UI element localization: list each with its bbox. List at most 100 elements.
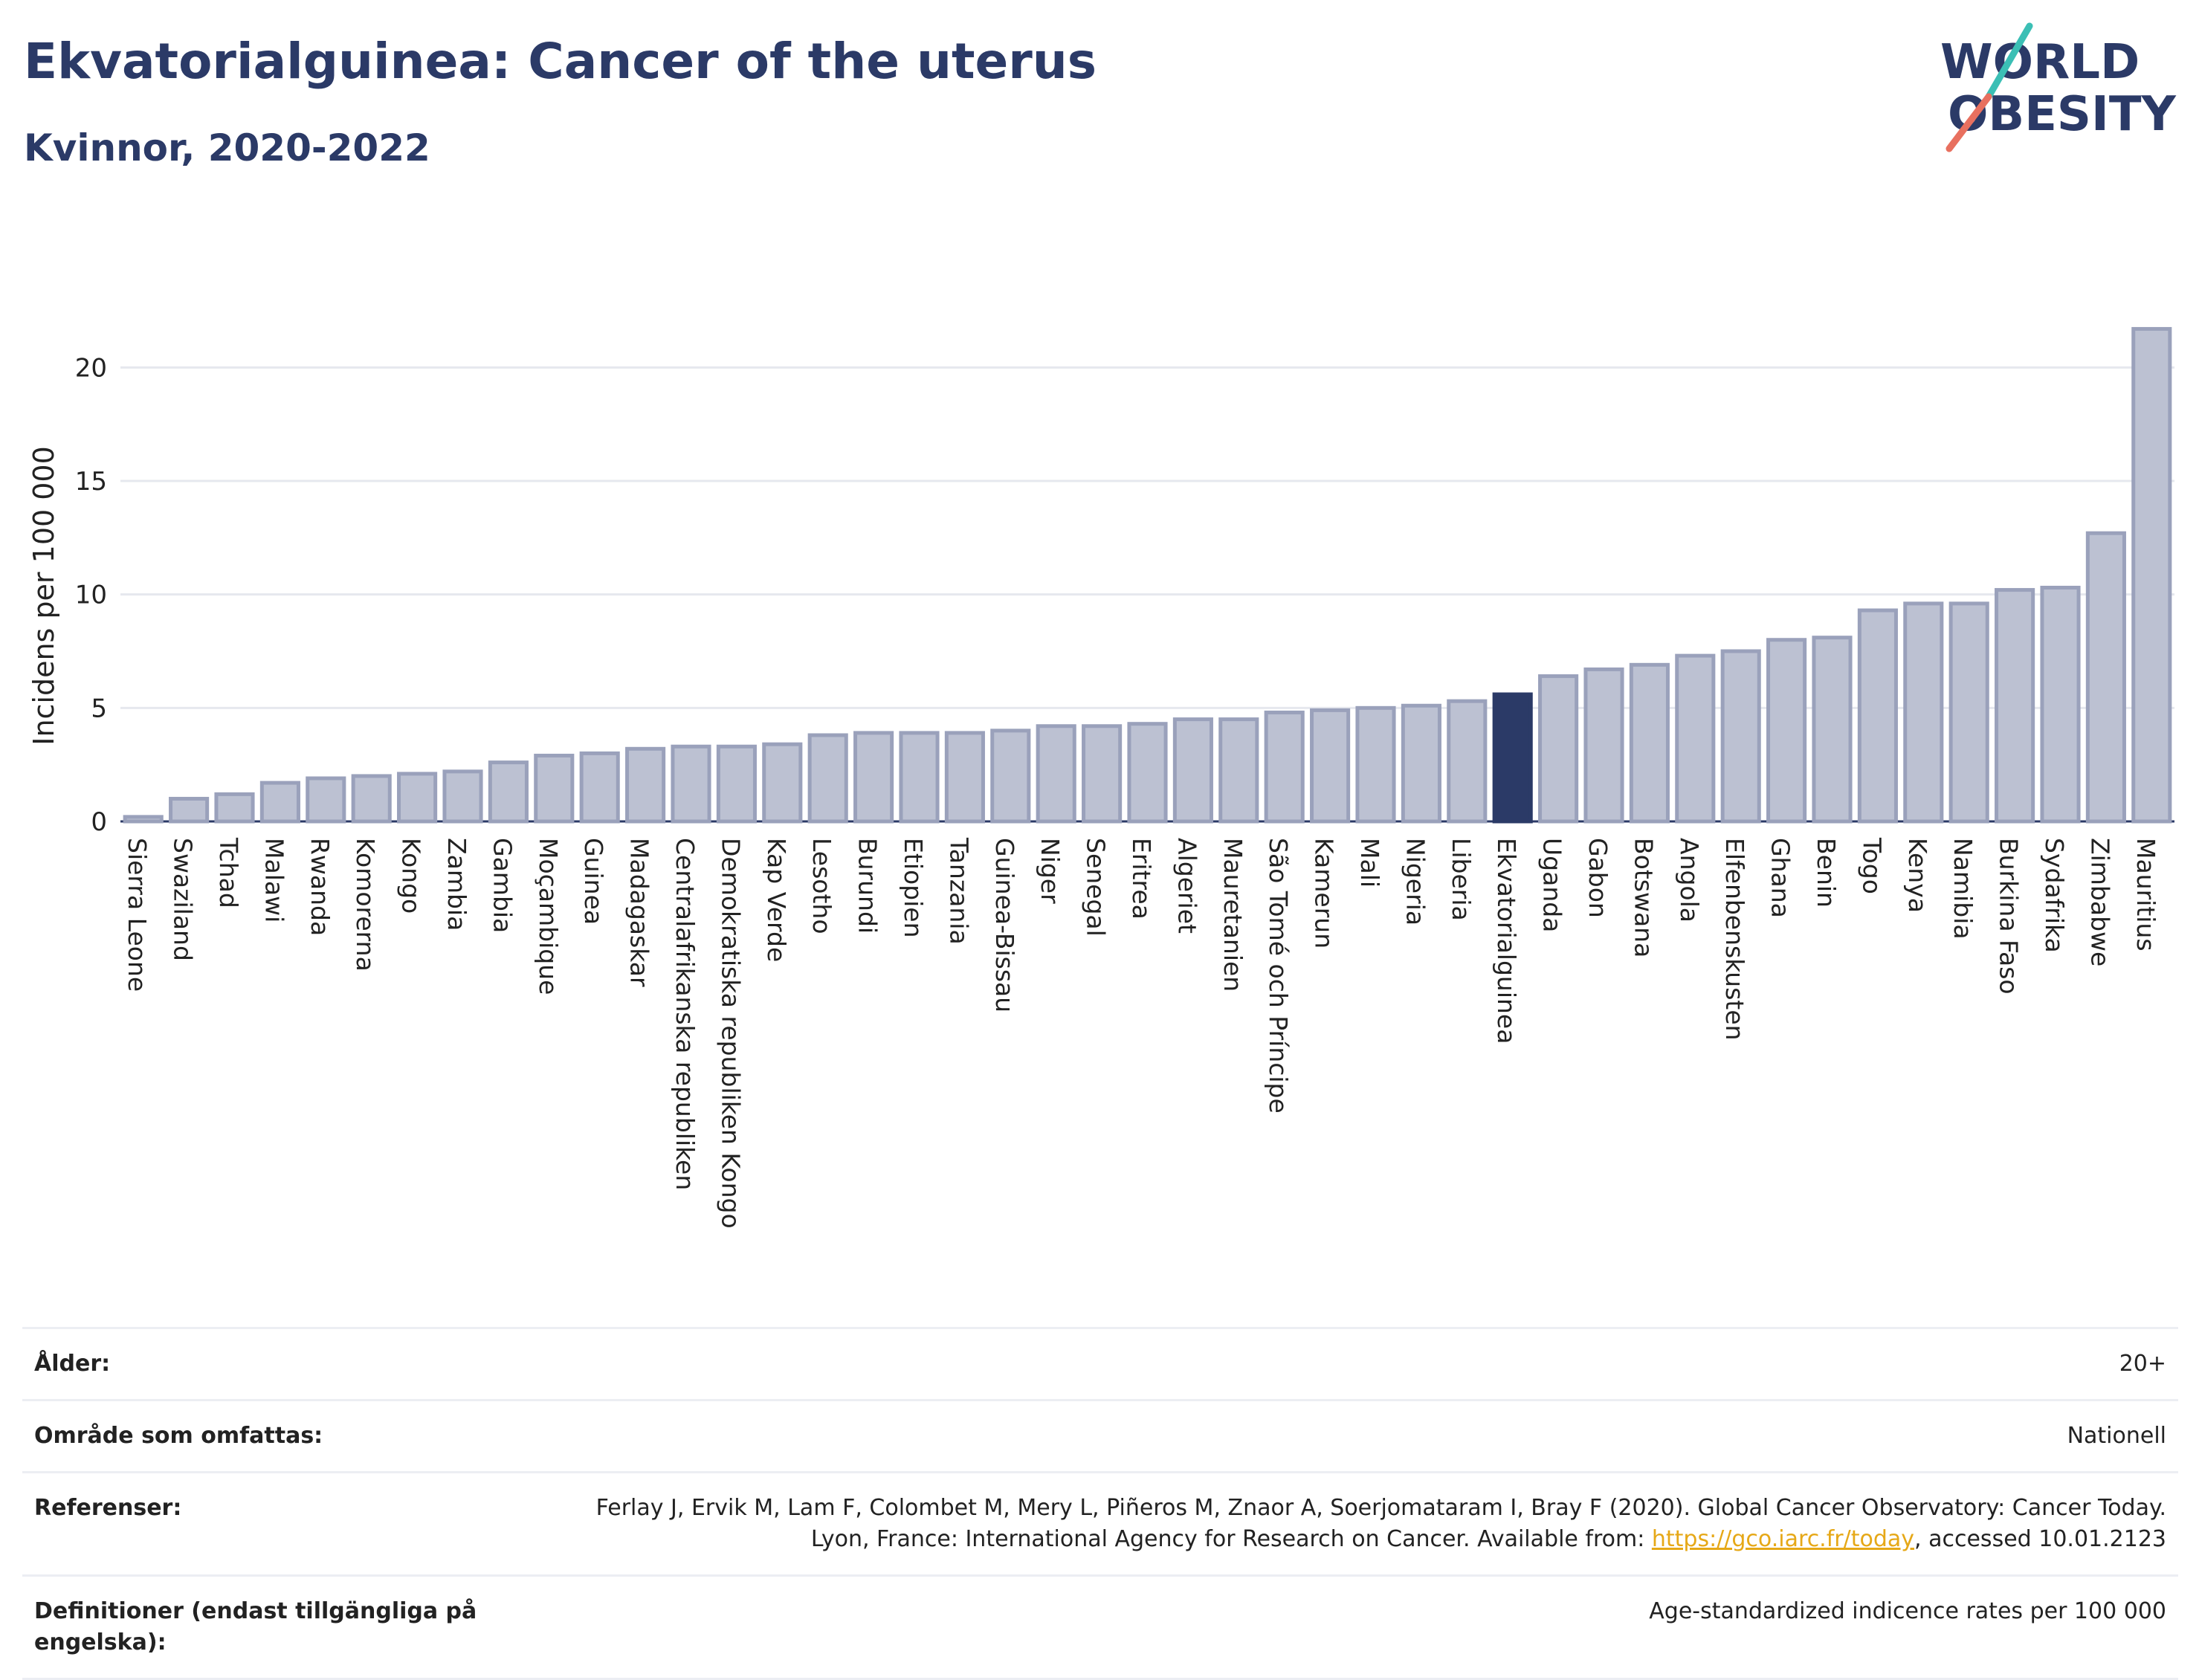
- x-tick-label: Mali: [1355, 838, 1384, 888]
- x-tick-label: Swaziland: [169, 838, 198, 961]
- bar-algeriet: [1172, 717, 1213, 824]
- x-tick-label: Demokratiska republiken Kongo: [716, 838, 745, 1229]
- x-tick-label: Elfenbenskusten: [1720, 838, 1749, 1041]
- x-tick-label: Kamerun: [1310, 838, 1339, 949]
- y-tick-label: 5: [91, 694, 107, 723]
- info-row-age: Ålder: 20+: [22, 1327, 2178, 1399]
- logo-slash-teal: [1985, 22, 2033, 100]
- x-tick-label: Nigeria: [1401, 838, 1430, 925]
- x-tick-label: Malawi: [259, 838, 288, 923]
- bar-kamerun: [1310, 708, 1351, 824]
- logo-line2: OBESITY: [1948, 87, 2176, 142]
- y-tick-label: 20: [75, 353, 107, 383]
- info-row-references: Referenser: Ferlay J, Ervik M, Lam F, Co…: [22, 1471, 2178, 1574]
- bar-togo: [1857, 608, 1898, 824]
- x-tick-label: Mauritius: [2131, 838, 2160, 952]
- bar-niger: [1036, 724, 1076, 824]
- bar-botswana: [1629, 662, 1670, 824]
- references-label: Referenser:: [34, 1495, 182, 1521]
- age-value: 20+: [2119, 1351, 2166, 1377]
- logo-line1: WORLD: [1940, 35, 2140, 90]
- x-tick-label: Rwanda: [306, 838, 335, 936]
- bar-burkina-faso: [1995, 588, 2035, 824]
- definitions-value: Age-standardized indicence rates per 100…: [1649, 1598, 2166, 1624]
- references-value: Ferlay J, Ervik M, Lam F, Colombet M, Me…: [531, 1493, 2166, 1555]
- x-tick-label: Togo: [1857, 837, 1886, 894]
- info-table: Ålder: 20+ Område som omfattas: Nationel…: [22, 1327, 2178, 1680]
- x-tick-label: Tchad: [214, 837, 243, 908]
- x-tick-label: Kongo: [397, 838, 426, 914]
- bar-nigeria: [1401, 703, 1441, 824]
- x-tick-label: Gambia: [488, 838, 517, 933]
- x-tick-label: Niger: [1036, 838, 1065, 904]
- bar-rwanda: [306, 776, 346, 824]
- x-tick-label: Senegal: [1082, 838, 1111, 937]
- bar-sydafrika: [2040, 586, 2081, 824]
- age-label: Ålder:: [34, 1351, 111, 1377]
- x-tick-label: Angola: [1675, 838, 1704, 923]
- bar-ghana: [1766, 638, 1807, 824]
- area-label: Område som omfattas:: [34, 1423, 323, 1449]
- references-accessed: , accessed 10.01.2123: [1914, 1526, 2166, 1552]
- bar-zimbabwe: [2085, 531, 2126, 824]
- x-tick-label: Burundi: [853, 838, 882, 934]
- area-value: Nationell: [2067, 1423, 2166, 1449]
- bars: [123, 326, 2172, 824]
- x-tick-label: Uganda: [1538, 838, 1567, 932]
- x-tick-label: Ekvatorialguinea: [1492, 838, 1521, 1044]
- bar-kap-verde: [762, 742, 803, 824]
- x-tick-label: Liberia: [1447, 838, 1476, 921]
- bar-sierra-leone: [123, 815, 164, 824]
- definitions-label: Definitioner (endast tillgängliga på eng…: [34, 1598, 477, 1655]
- y-axis-title: Incidens per 100 000: [28, 446, 60, 746]
- x-tick-label: Botswana: [1629, 838, 1658, 957]
- bar-kenya: [1903, 601, 1944, 824]
- world-obesity-logo: WORLD OBESITY: [1940, 22, 2176, 152]
- bar-burundi: [853, 731, 894, 824]
- x-tick-label: Komorerna: [351, 838, 380, 972]
- x-tick-label: Sierra Leone: [123, 838, 152, 992]
- bar-swaziland: [169, 796, 210, 824]
- x-tick-label: Zimbabwe: [2085, 838, 2114, 966]
- bar-senegal: [1082, 724, 1123, 824]
- y-tick-label: 10: [75, 581, 107, 610]
- references-link[interactable]: https://gco.iarc.fr/today: [1651, 1526, 1915, 1552]
- bar-guinea: [579, 751, 620, 824]
- bar-chart: 0 5 10 15 20 Sierra Leone Swaziland Tchad Malaw…: [28, 326, 2174, 1229]
- x-tick-label: Namibia: [1948, 838, 1977, 940]
- x-tick-label: Eritrea: [1127, 838, 1156, 920]
- bar-s-o-tom-och-pr-ncipe: [1264, 710, 1305, 824]
- x-tick-label: Moçambique: [534, 838, 563, 995]
- bar-ekvatorialguinea: [1492, 692, 1533, 824]
- bar-uganda: [1538, 674, 1579, 824]
- bar-mali: [1355, 705, 1396, 824]
- bar-kongo: [397, 772, 438, 824]
- x-tick-label: Mauretanien: [1218, 838, 1247, 992]
- y-tick-label: 0: [91, 807, 107, 837]
- bar-benin: [1812, 636, 1853, 824]
- bar-eritrea: [1127, 722, 1168, 824]
- x-axis-labels: Sierra Leone Swaziland Tchad Malawi Rwanda Ko…: [123, 837, 2160, 1229]
- x-tick-label: Zambia: [442, 838, 471, 931]
- x-tick-label: Centralafrikanska republiken: [671, 838, 700, 1190]
- x-tick-label: Etiopien: [899, 838, 928, 937]
- bar-liberia: [1447, 699, 1488, 824]
- x-tick-label: São Tomé och Príncipe: [1264, 838, 1293, 1114]
- bar-namibia: [1948, 601, 1989, 824]
- chart-title: Ekvatorialguinea: Cancer of the uterus: [24, 33, 1097, 90]
- bar-tchad: [214, 792, 255, 824]
- x-tick-label: Lesotho: [807, 838, 836, 934]
- x-tick-label: Guinea: [579, 838, 608, 925]
- x-tick-label: Burkina Faso: [1995, 838, 2024, 995]
- bar-mauretanien: [1218, 717, 1259, 824]
- info-row-area: Område som omfattas: Nationell: [22, 1399, 2178, 1471]
- x-tick-label: Guinea-Bissau: [990, 838, 1019, 1012]
- bar-tanzania: [944, 731, 985, 824]
- chart-subtitle: Kvinnor, 2020-2022: [24, 126, 430, 169]
- info-row-definitions: Definitioner (endast tillgängliga på eng…: [22, 1574, 2178, 1680]
- logo-slash-red: [1945, 93, 1992, 152]
- bar-guinea-bissau: [990, 728, 1031, 824]
- y-tick-label: 15: [75, 467, 107, 497]
- bar-malawi: [259, 781, 300, 824]
- bar-komorerna: [351, 774, 392, 824]
